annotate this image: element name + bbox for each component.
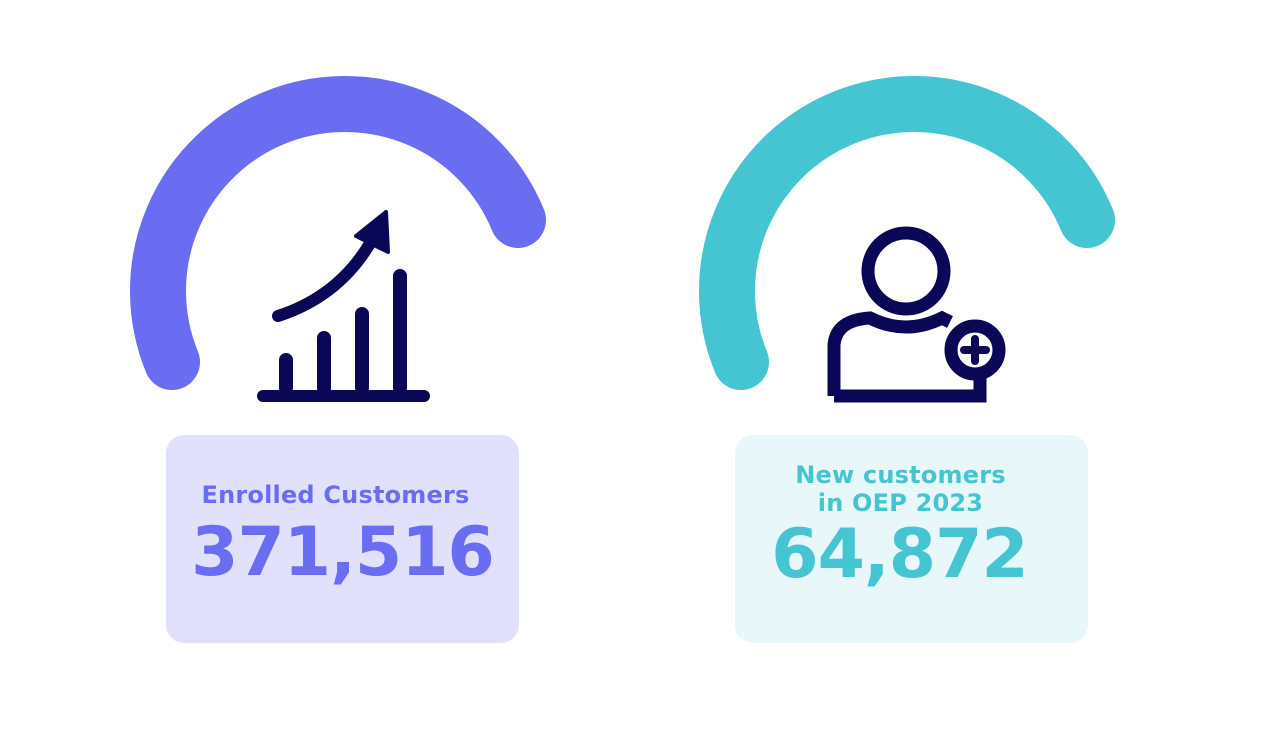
enrolled-customers-label: Enrolled Customers [201, 481, 470, 509]
growth-chart-icon [257, 210, 430, 402]
enrolled-customers-value: 371,516 [191, 513, 495, 592]
new-customers-label: New customers in OEP 2023 [735, 461, 1066, 517]
new-customers-label-line2: in OEP 2023 [817, 489, 984, 517]
new-customers-label-line1: New customers [795, 461, 1006, 489]
new-customers-card: New customers in OEP 2023 64,872 [735, 435, 1088, 643]
new-customers-gauge-arc [699, 76, 1115, 390]
enrolled-customers-card: Enrolled Customers 371,516 [166, 435, 519, 643]
new-customers-value: 64,872 [771, 515, 1028, 594]
add-user-icon [827, 226, 1006, 403]
enrolled-gauge-arc [130, 76, 546, 390]
